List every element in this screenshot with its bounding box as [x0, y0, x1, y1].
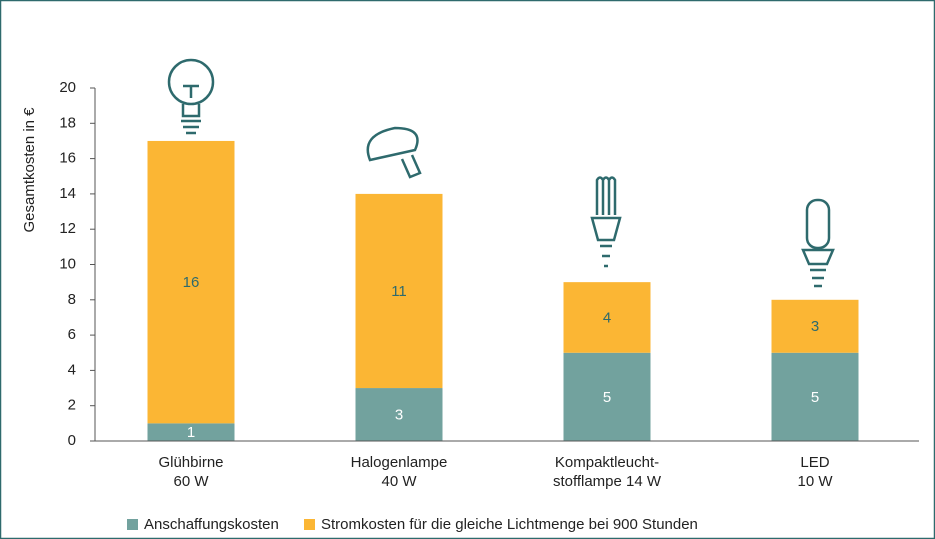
x-tick-label: 10 W	[797, 473, 833, 490]
legend-label: Stromkosten für die gleiche Lichtmenge b…	[321, 516, 698, 533]
lamp-icons	[167, 58, 835, 288]
y-tick-label: 10	[59, 255, 76, 272]
y-axis-label: Gesamtkosten in €	[21, 107, 38, 233]
value-label: 3	[395, 406, 403, 423]
bar-segment	[355, 388, 443, 441]
value-label: 4	[603, 309, 611, 326]
legend-swatch	[304, 519, 315, 530]
y-tick-label: 14	[59, 185, 76, 202]
bar-segment	[771, 352, 859, 441]
y-tick-label: 20	[59, 79, 76, 96]
x-tick-label: 60 W	[173, 473, 209, 490]
value-label: 3	[811, 318, 819, 335]
y-tick-label: 12	[59, 220, 76, 237]
y-tick-label: 4	[68, 361, 76, 378]
x-tick-label: stofflampe 14 W	[553, 473, 662, 490]
legend-swatch	[127, 519, 138, 530]
y-tick-label: 8	[68, 291, 76, 308]
bar-segment	[355, 193, 443, 389]
cfl-icon	[590, 176, 622, 268]
value-label: 5	[811, 389, 819, 406]
value-label: 16	[183, 274, 200, 291]
x-tick-label: Glühbirne	[158, 454, 223, 471]
x-tick-label: Kompaktleucht-	[555, 454, 659, 471]
value-label: 5	[603, 389, 611, 406]
x-tick-label: Halogenlampe	[351, 454, 448, 471]
bar-segment	[563, 282, 651, 353]
y-tick-label: 6	[68, 326, 76, 343]
y-tick-label: 2	[68, 397, 76, 414]
y-tick-label: 16	[59, 150, 76, 167]
legend-label: Anschaffungskosten	[144, 516, 279, 533]
bar-segment	[147, 423, 235, 441]
x-tick-label: LED	[800, 454, 829, 471]
bulb-icon	[167, 58, 215, 135]
led-icon	[801, 198, 835, 288]
y-tick-label: 0	[68, 432, 76, 449]
bar-segment	[771, 299, 859, 353]
halogen-icon	[366, 126, 422, 179]
value-label: 1	[187, 424, 195, 441]
value-label: 11	[391, 283, 407, 300]
bar-segment	[563, 352, 651, 441]
bar-segment	[147, 140, 235, 424]
y-tick-label: 18	[59, 114, 76, 131]
x-tick-label: 40 W	[381, 473, 417, 490]
